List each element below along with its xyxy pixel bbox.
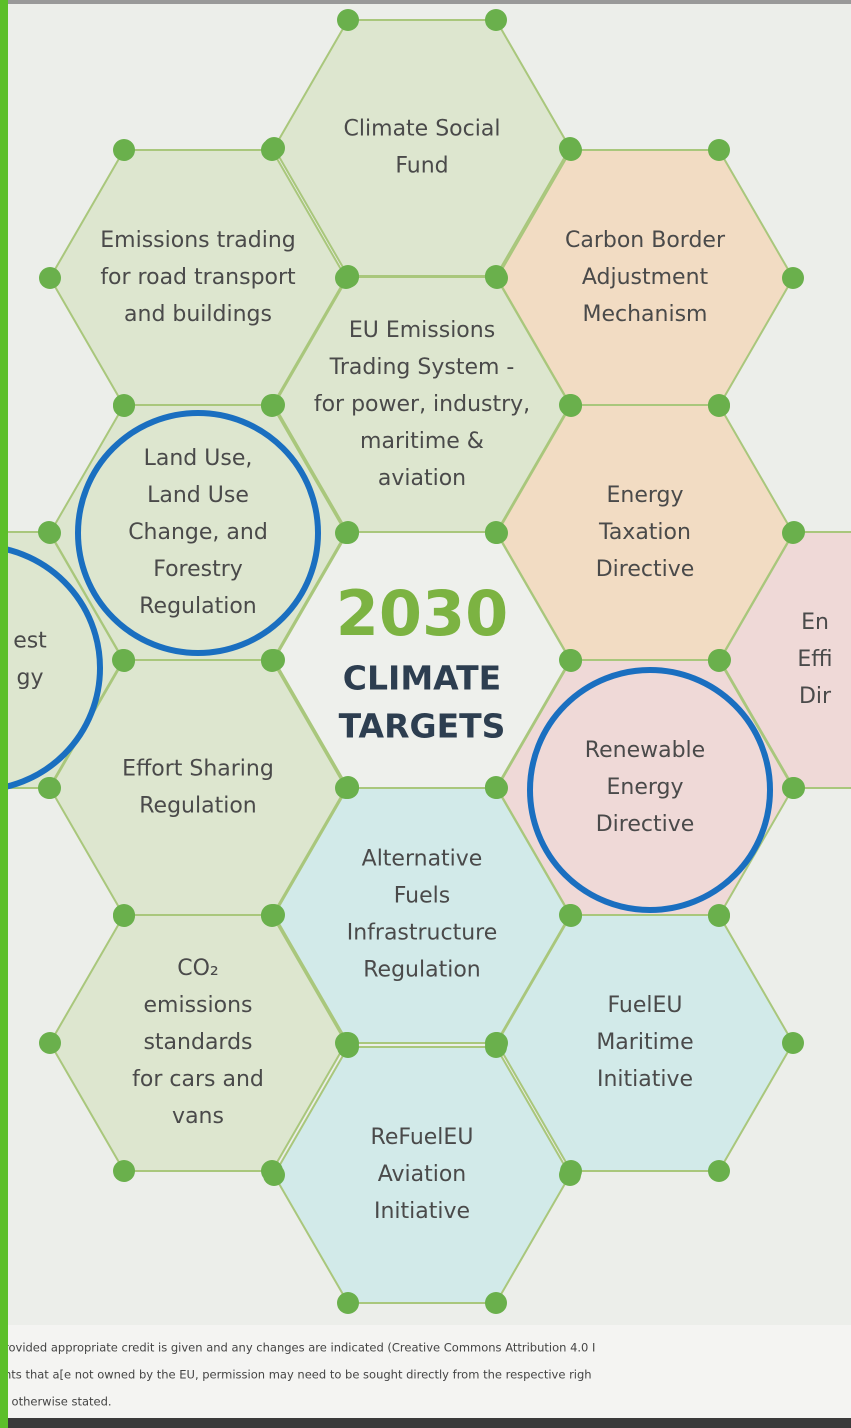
vertex-dot xyxy=(337,1292,359,1314)
hexagon-label: Alternative xyxy=(362,847,483,872)
vertex-dot xyxy=(337,1036,359,1058)
hexagon-label: Regulation xyxy=(363,958,480,983)
hexagon-label: Trading System - xyxy=(329,355,515,380)
vertex-dot xyxy=(708,139,730,161)
hexagon-label: Forestry xyxy=(153,557,243,582)
page: Climate Social Fund Emissions trading for r… xyxy=(0,0,851,1428)
hexagon-label: est xyxy=(13,629,47,654)
left-bar xyxy=(0,0,8,1428)
hexagon-label: for power, industry, xyxy=(314,392,530,417)
hexagon-label: Regulation xyxy=(139,594,256,619)
hexagon-label: Mechanism xyxy=(583,302,708,327)
hexagon-label: standards xyxy=(143,1030,252,1055)
hexagon-label: Aviation xyxy=(378,1162,467,1187)
hexagon-label: Fund xyxy=(395,154,448,179)
vertex-dot xyxy=(485,1292,507,1314)
center-line: TARGETS xyxy=(339,707,506,746)
vertex-dot xyxy=(113,139,135,161)
vertex-dot xyxy=(337,777,359,799)
vertex-dot xyxy=(559,1164,581,1186)
vertex-dot xyxy=(783,777,805,799)
vertex-dot xyxy=(263,649,285,671)
vertex-dot xyxy=(261,139,283,161)
vertex-dot xyxy=(783,521,805,543)
hexagon-label: Carbon Border xyxy=(565,228,726,253)
vertex-dot xyxy=(560,139,582,161)
footer-line: nts that a[e not owned by the EU, permis… xyxy=(4,1368,592,1382)
vertex-dot xyxy=(485,266,507,288)
vertex-dot xyxy=(708,904,730,926)
hexagon-label: Dir xyxy=(799,684,832,709)
center-year: 2030 xyxy=(336,577,509,650)
footer-line: : otherwise stated. xyxy=(4,1395,112,1409)
vertex-dot xyxy=(39,1032,61,1054)
hexagon-label: Land Use xyxy=(147,483,249,508)
hexagon-label: Taxation xyxy=(598,520,691,545)
center-line: CLIMATE xyxy=(343,659,501,698)
vertex-dot xyxy=(113,1160,135,1182)
vertex-dot xyxy=(782,1032,804,1054)
hexagon-label: Effort Sharing xyxy=(122,757,274,782)
vertex-dot xyxy=(485,9,507,31)
hexagon-label: ReFuelEU xyxy=(371,1125,474,1150)
hexagon-label: FuelEU xyxy=(607,993,682,1018)
hexagon-label: Fuels xyxy=(394,884,451,909)
vertex-dot xyxy=(337,521,359,543)
vertex-dot xyxy=(485,777,507,799)
vertex-dot xyxy=(261,904,283,926)
vertex-dot xyxy=(559,649,581,671)
hexagon-label: EU Emissions xyxy=(349,318,495,343)
hexagon-label: Directive xyxy=(596,557,695,582)
bottom-bar xyxy=(0,1418,851,1428)
hexagon-label: Change, and xyxy=(128,520,268,545)
vertex-dot xyxy=(112,649,134,671)
vertex-dot xyxy=(485,1036,507,1058)
vertex-dot xyxy=(337,9,359,31)
top-edge xyxy=(8,0,851,4)
vertex-dot xyxy=(261,394,283,416)
hexagon-label: Infrastructure xyxy=(347,921,498,946)
hexagon-label: Emissions trading xyxy=(100,228,295,253)
vertex-dot xyxy=(38,521,60,543)
hexagon-label: Maritime xyxy=(596,1030,693,1055)
vertex-dot xyxy=(337,266,359,288)
hexagon-label: gy xyxy=(17,666,44,691)
vertex-dot xyxy=(708,394,730,416)
vertex-dot xyxy=(560,904,582,926)
hexagon-label: maritime & xyxy=(360,429,484,454)
vertex-dot xyxy=(485,521,507,543)
hexagon-label: for road transport xyxy=(100,265,296,290)
hexagon-label: Adjustment xyxy=(582,265,709,290)
hexagon-label: and buildings xyxy=(124,302,272,327)
hexagon-label: vans xyxy=(172,1104,224,1129)
hexagon-label: CO₂ xyxy=(177,956,219,981)
vertex-dot xyxy=(39,267,61,289)
vertex-dot xyxy=(782,267,804,289)
hexagon-label: Initiative xyxy=(597,1067,693,1092)
infographic: Climate Social Fund Emissions trading for r… xyxy=(0,0,851,1428)
vertex-dot xyxy=(38,777,60,799)
hexagon-label: Directive xyxy=(596,812,695,837)
hexagon-label: Energy xyxy=(606,775,683,800)
vertex-dot xyxy=(263,1164,285,1186)
footer-line: rovided appropriate credit is given and … xyxy=(4,1341,595,1355)
hexagon-label: Energy xyxy=(606,483,683,508)
vertex-dot xyxy=(560,394,582,416)
hexagon-label: Land Use, xyxy=(144,446,253,471)
hexagon-label: En xyxy=(801,610,829,635)
hexagon-label: for cars and xyxy=(132,1067,264,1092)
vertex-dot xyxy=(113,904,135,926)
hexagon-label: Climate Social xyxy=(344,117,501,142)
vertex-dot xyxy=(708,1160,730,1182)
hexagon-label: Regulation xyxy=(139,794,256,819)
vertex-dot xyxy=(113,394,135,416)
hexagon-label: Effi xyxy=(797,647,832,672)
hexagon-label: Renewable xyxy=(585,738,705,763)
hexagon-label: emissions xyxy=(144,993,253,1018)
hexagon-label: aviation xyxy=(378,466,466,491)
vertex-dot xyxy=(709,649,731,671)
hexagon-label: Initiative xyxy=(374,1199,470,1224)
